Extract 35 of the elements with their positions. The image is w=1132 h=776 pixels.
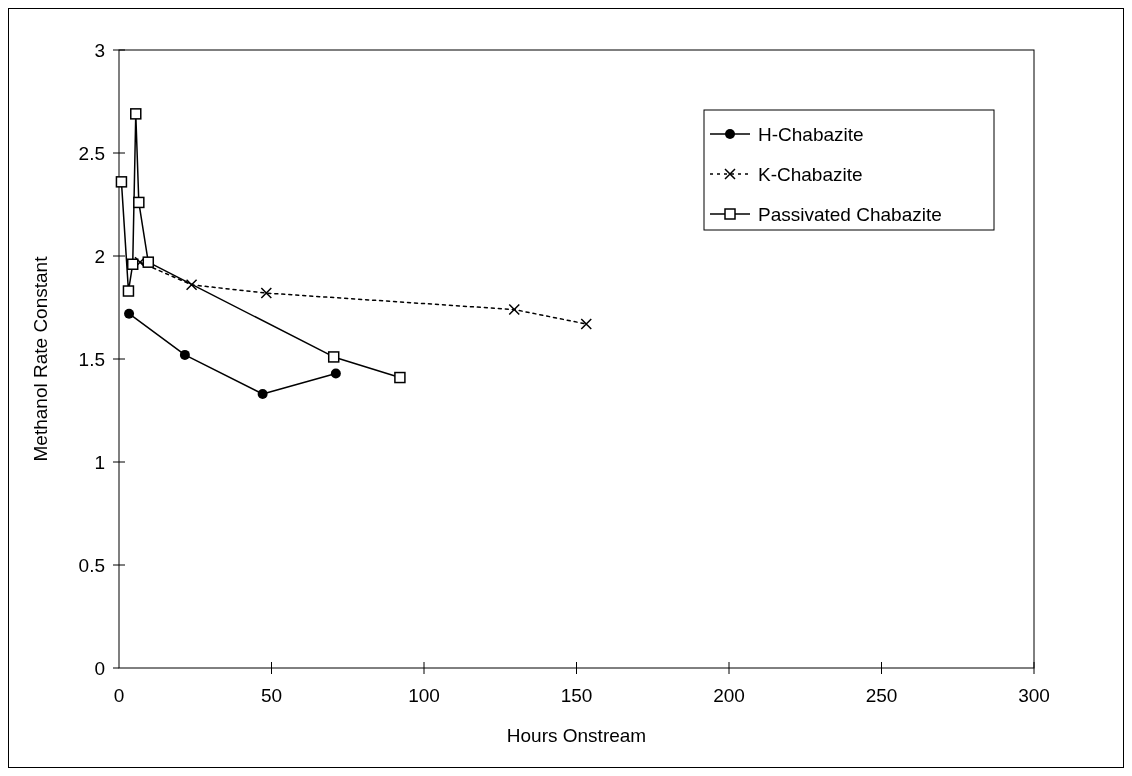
point	[330, 368, 341, 379]
point	[508, 303, 521, 316]
point	[580, 318, 593, 330]
point	[115, 176, 128, 188]
y-tick-label: 2	[94, 246, 105, 267]
x-tick-label: 200	[713, 685, 745, 706]
x-axis-title: Hours Onstream	[506, 725, 647, 746]
point	[124, 308, 135, 319]
legend-label: K-Chabazite	[758, 164, 863, 185]
x-tick-label: 100	[408, 685, 440, 706]
point	[327, 351, 340, 363]
point	[260, 287, 273, 299]
legend-label: H-Chabazite	[758, 124, 864, 145]
y-tick-label: 2.5	[78, 143, 105, 164]
point	[130, 108, 142, 120]
x-tick-label: 0	[113, 685, 125, 706]
point	[126, 258, 139, 270]
point	[257, 389, 268, 400]
point	[179, 349, 190, 360]
y-tick-label: 0	[94, 658, 105, 679]
y-tick-label: 0.5	[78, 555, 105, 576]
point	[122, 285, 135, 297]
x-tick-label: 50	[260, 685, 283, 706]
point	[185, 279, 198, 291]
legend-label: Passivated Chabazite	[758, 204, 942, 225]
x-tick-label: 150	[560, 685, 593, 706]
y-tick-label: 3	[94, 40, 105, 61]
point	[394, 371, 406, 384]
x-tick-label: 250	[865, 685, 898, 706]
x-tick-label: 300	[1018, 685, 1050, 706]
point	[133, 196, 145, 209]
y-axis-title: Methanol Rate Constant	[30, 255, 51, 462]
y-tick-label: 1.5	[78, 349, 105, 370]
point	[142, 256, 155, 268]
y-tick-label: 1	[94, 452, 105, 473]
